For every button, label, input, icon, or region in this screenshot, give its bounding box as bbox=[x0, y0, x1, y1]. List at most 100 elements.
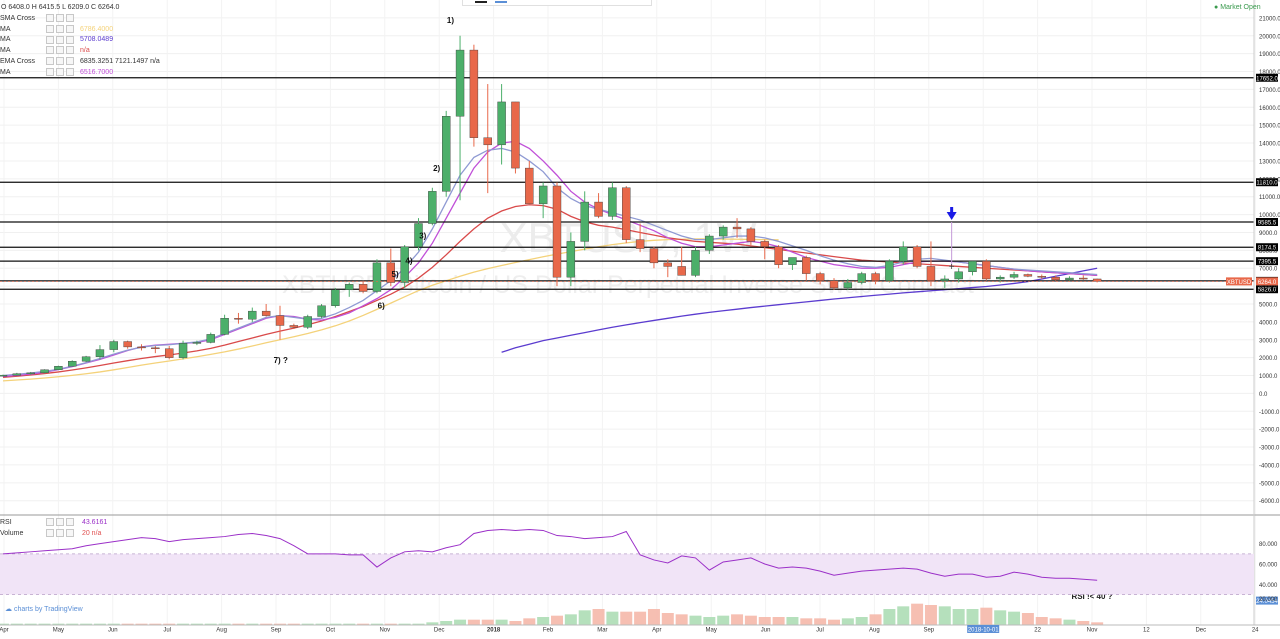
volume-bar bbox=[841, 618, 854, 625]
volume-bar bbox=[980, 607, 993, 625]
indicator-setting-icon[interactable] bbox=[46, 14, 54, 23]
time-axis-label: Dec bbox=[1195, 628, 1206, 634]
time-axis-label: Sep bbox=[923, 628, 934, 634]
indicator-setting-icon[interactable] bbox=[56, 14, 64, 23]
indicator-setting-icon[interactable] bbox=[66, 14, 74, 23]
price-axis-tick-label: -5000.0 bbox=[1259, 481, 1280, 487]
candle-body bbox=[843, 282, 853, 289]
indicator-setting-icon[interactable] bbox=[46, 67, 54, 76]
volume-bar bbox=[938, 606, 951, 625]
price-axis-tick-label: 9000.0 bbox=[1259, 231, 1278, 237]
candle-body bbox=[261, 310, 271, 316]
candle-body bbox=[580, 201, 589, 242]
candle-body bbox=[608, 187, 617, 217]
volume-bar bbox=[80, 623, 93, 625]
time-axis-label: May bbox=[706, 628, 717, 634]
indicator-value: 6516.7000 bbox=[80, 68, 114, 76]
indicator-value: 6835.3251 7121.1497 n/a bbox=[80, 57, 160, 65]
price-axis-tick-label: 17000.0 bbox=[1259, 88, 1280, 94]
indicator-setting-icon[interactable] bbox=[56, 24, 64, 33]
candle-body bbox=[95, 349, 105, 357]
time-axis-label: Nov bbox=[379, 628, 390, 634]
volume-bar bbox=[246, 623, 259, 625]
rsi-annotation: RSI !< 40 ? bbox=[1071, 592, 1112, 601]
moving-average-line bbox=[501, 267, 1098, 353]
indicator-setting-icon[interactable] bbox=[66, 67, 74, 76]
price-axis-tick-label: -6000.0 bbox=[1259, 499, 1280, 505]
time-axis-label: Dec bbox=[434, 628, 445, 634]
price-axis-tick-label: 20000.0 bbox=[1259, 34, 1280, 40]
indicator-name: MA bbox=[0, 25, 11, 33]
volume-bar bbox=[301, 623, 314, 625]
volume-bar bbox=[426, 622, 439, 625]
line-color-icon[interactable] bbox=[495, 1, 507, 3]
price-axis-tick-label: 8000.0 bbox=[1259, 249, 1278, 255]
candle-body bbox=[1023, 274, 1033, 277]
volume-bar bbox=[107, 623, 120, 625]
indicator-setting-icon[interactable] bbox=[56, 46, 64, 55]
indicator-setting-icon[interactable] bbox=[46, 35, 54, 44]
volume-bar bbox=[592, 609, 605, 625]
indicator-value: 6786.4000 bbox=[80, 25, 114, 33]
volume-bar bbox=[758, 617, 771, 625]
volume-bar bbox=[647, 609, 660, 625]
indicator-setting-icon[interactable] bbox=[46, 56, 54, 65]
crosshair-icon: + bbox=[949, 262, 955, 273]
candle-body bbox=[899, 246, 908, 262]
price-level-tag bbox=[1256, 285, 1278, 294]
price-axis: 21000.0 20000.0 19000.0 18000.0 17000.0 16000… bbox=[1259, 16, 1280, 505]
wave-annotation: 4) bbox=[405, 257, 412, 266]
indicator-setting-icon[interactable] bbox=[56, 56, 64, 65]
indicator-setting-icon[interactable] bbox=[56, 67, 64, 76]
price-level-tag bbox=[1256, 178, 1278, 187]
time-axis-label: 24 bbox=[1252, 628, 1259, 634]
price-axis-tick-label: 19000.0 bbox=[1259, 52, 1280, 58]
line-style-icon[interactable] bbox=[475, 1, 487, 3]
candle-body bbox=[996, 276, 1005, 280]
candle-body bbox=[525, 167, 534, 205]
volume-bar bbox=[163, 623, 176, 625]
rsi-label: RSI bbox=[0, 519, 12, 526]
indicator-name: EMA Cross bbox=[0, 57, 36, 65]
wave-annotation: 3) bbox=[419, 231, 426, 240]
tradingview-branding[interactable]: ☁ charts by TradingView bbox=[5, 605, 83, 613]
indicator-row[interactable]: MA 5708.0489 bbox=[0, 35, 113, 45]
volume-bar bbox=[204, 623, 217, 625]
volume-bar bbox=[1091, 622, 1104, 625]
time-axis-label: Jul bbox=[816, 628, 824, 634]
drawing-toolbar[interactable] bbox=[462, 0, 652, 6]
indicator-setting-icon[interactable] bbox=[66, 56, 74, 65]
volume-bar bbox=[0, 623, 9, 625]
time-axis-label: 2018 bbox=[487, 628, 501, 634]
indicator-row[interactable]: SMA Cross bbox=[0, 14, 80, 24]
volume-bar bbox=[384, 623, 397, 625]
volume-bar bbox=[509, 621, 522, 625]
indicator-row[interactable]: EMA Cross 6835.3251 7121.1497 n/a bbox=[0, 56, 160, 67]
candle-body bbox=[1079, 277, 1088, 280]
indicator-row[interactable]: MA 6516.7000 bbox=[0, 67, 114, 78]
indicator-setting-icon[interactable] bbox=[66, 24, 74, 33]
rsi-band bbox=[0, 553, 1254, 595]
branding-text[interactable]: charts by TradingView bbox=[13, 606, 83, 613]
indicator-setting-icon[interactable] bbox=[66, 35, 74, 44]
indicator-setting-icon[interactable] bbox=[46, 24, 54, 33]
indicator-row[interactable]: MA n/a bbox=[0, 46, 90, 56]
indicator-row[interactable]: MA 6786.4000 bbox=[0, 24, 114, 35]
rsi-value-tag-label: 24.0454 bbox=[1256, 599, 1278, 605]
volume-bar bbox=[454, 619, 467, 625]
volume-bar bbox=[689, 615, 702, 625]
volume-bar bbox=[634, 611, 647, 625]
rsi-axis-label: 80.000 bbox=[1259, 542, 1278, 548]
candle-body bbox=[1051, 276, 1060, 281]
candle-body bbox=[442, 116, 451, 192]
rsi-value: 43.6161 bbox=[81, 519, 108, 526]
candle-body bbox=[109, 341, 119, 350]
candle-body bbox=[982, 260, 991, 280]
candle-body bbox=[788, 257, 797, 265]
indicator-setting-icon[interactable] bbox=[56, 35, 64, 44]
indicator-setting-icon[interactable] bbox=[46, 46, 54, 55]
indicator-setting-icon[interactable] bbox=[66, 46, 74, 55]
volume-bar bbox=[772, 617, 785, 625]
